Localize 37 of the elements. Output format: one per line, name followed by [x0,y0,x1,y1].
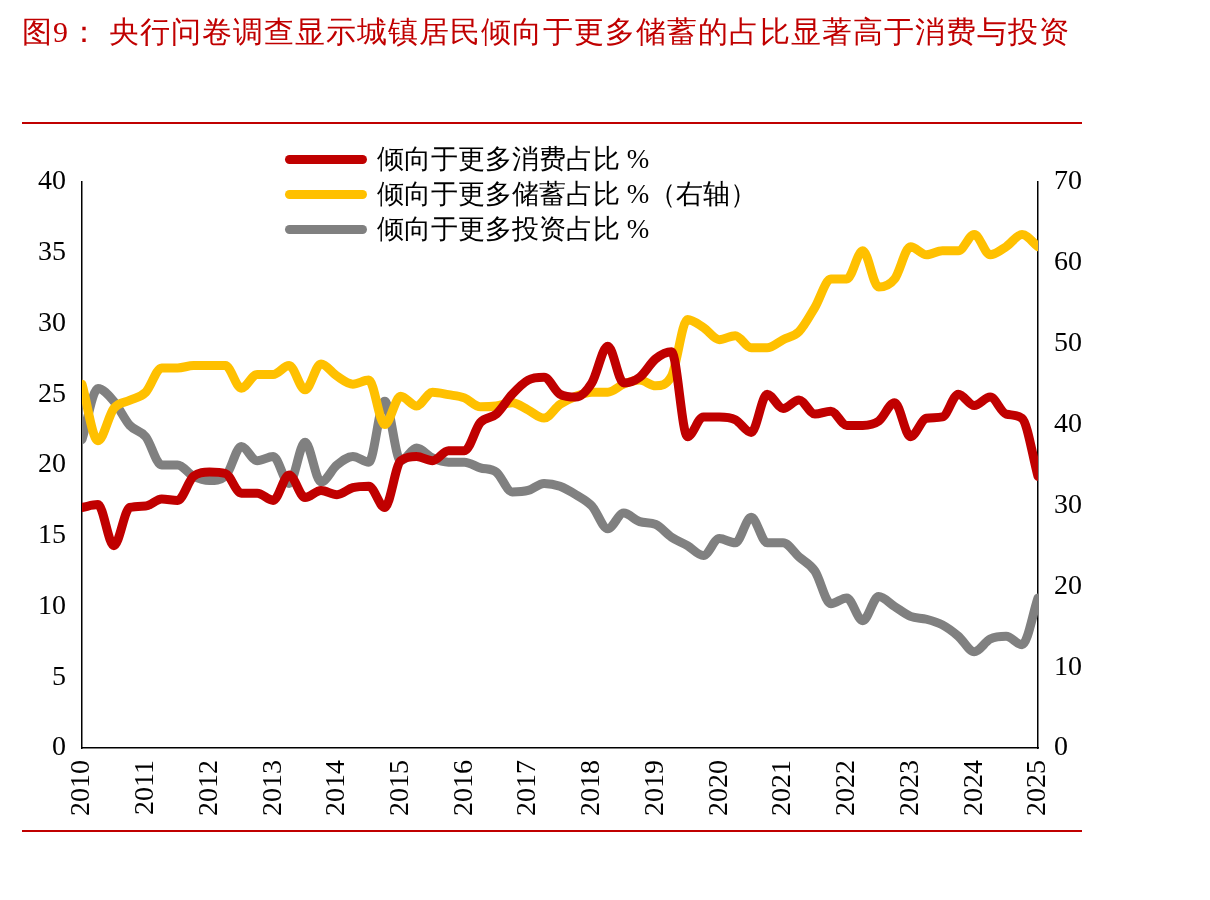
y-tick-label: 25 [38,376,66,408]
x-tick-label: 2024 [956,760,988,816]
legend-label: 倾向于更多储蓄占比 %（右轴） [377,178,758,211]
x-tick-label: 2025 [1020,760,1052,816]
x-tick-label: 2016 [446,760,478,816]
x-tick-label: 2017 [510,760,542,816]
y2-tick-label: 30 [1054,487,1082,519]
legend-label: 倾向于更多消费占比 % [377,143,650,176]
x-tick-label: 2022 [829,760,861,816]
x-tick-label: 2018 [574,760,606,816]
y-tick-label: 0 [52,730,66,762]
x-tick-label: 2019 [637,760,669,816]
y2-tick-label: 60 [1054,245,1082,277]
y-tick-label: 40 [38,164,66,196]
x-tick-label: 2020 [701,760,733,816]
y-tick-label: 35 [38,235,66,267]
y-tick-label: 30 [38,305,66,337]
x-tick-label: 2023 [892,760,924,816]
y2-tick-label: 50 [1054,326,1082,358]
y2-tick-label: 40 [1054,406,1082,438]
y2-tick-label: 70 [1054,164,1082,196]
x-tick-label: 2012 [191,760,223,816]
y-tick-label: 20 [38,447,66,479]
y2-tick-label: 10 [1054,649,1082,681]
y-tick-label: 5 [52,659,66,691]
chart-title: 图9： 央行问卷调查显示城镇居民倾向于更多储蓄的占比显著高于消费与投资 [22,14,1071,50]
x-tick-label: 2013 [255,760,287,816]
legend-label: 倾向于更多投资占比 % [377,213,650,246]
y2-tick-label: 20 [1054,568,1082,600]
y-tick-label: 15 [38,518,66,550]
x-tick-label: 2011 [128,760,160,815]
x-tick-label: 2010 [64,760,96,816]
y2-tick-label: 0 [1054,730,1068,762]
x-tick-label: 2015 [383,760,415,816]
y-tick-label: 10 [38,588,66,620]
x-tick-label: 2021 [765,760,797,816]
x-tick-label: 2014 [319,760,351,816]
